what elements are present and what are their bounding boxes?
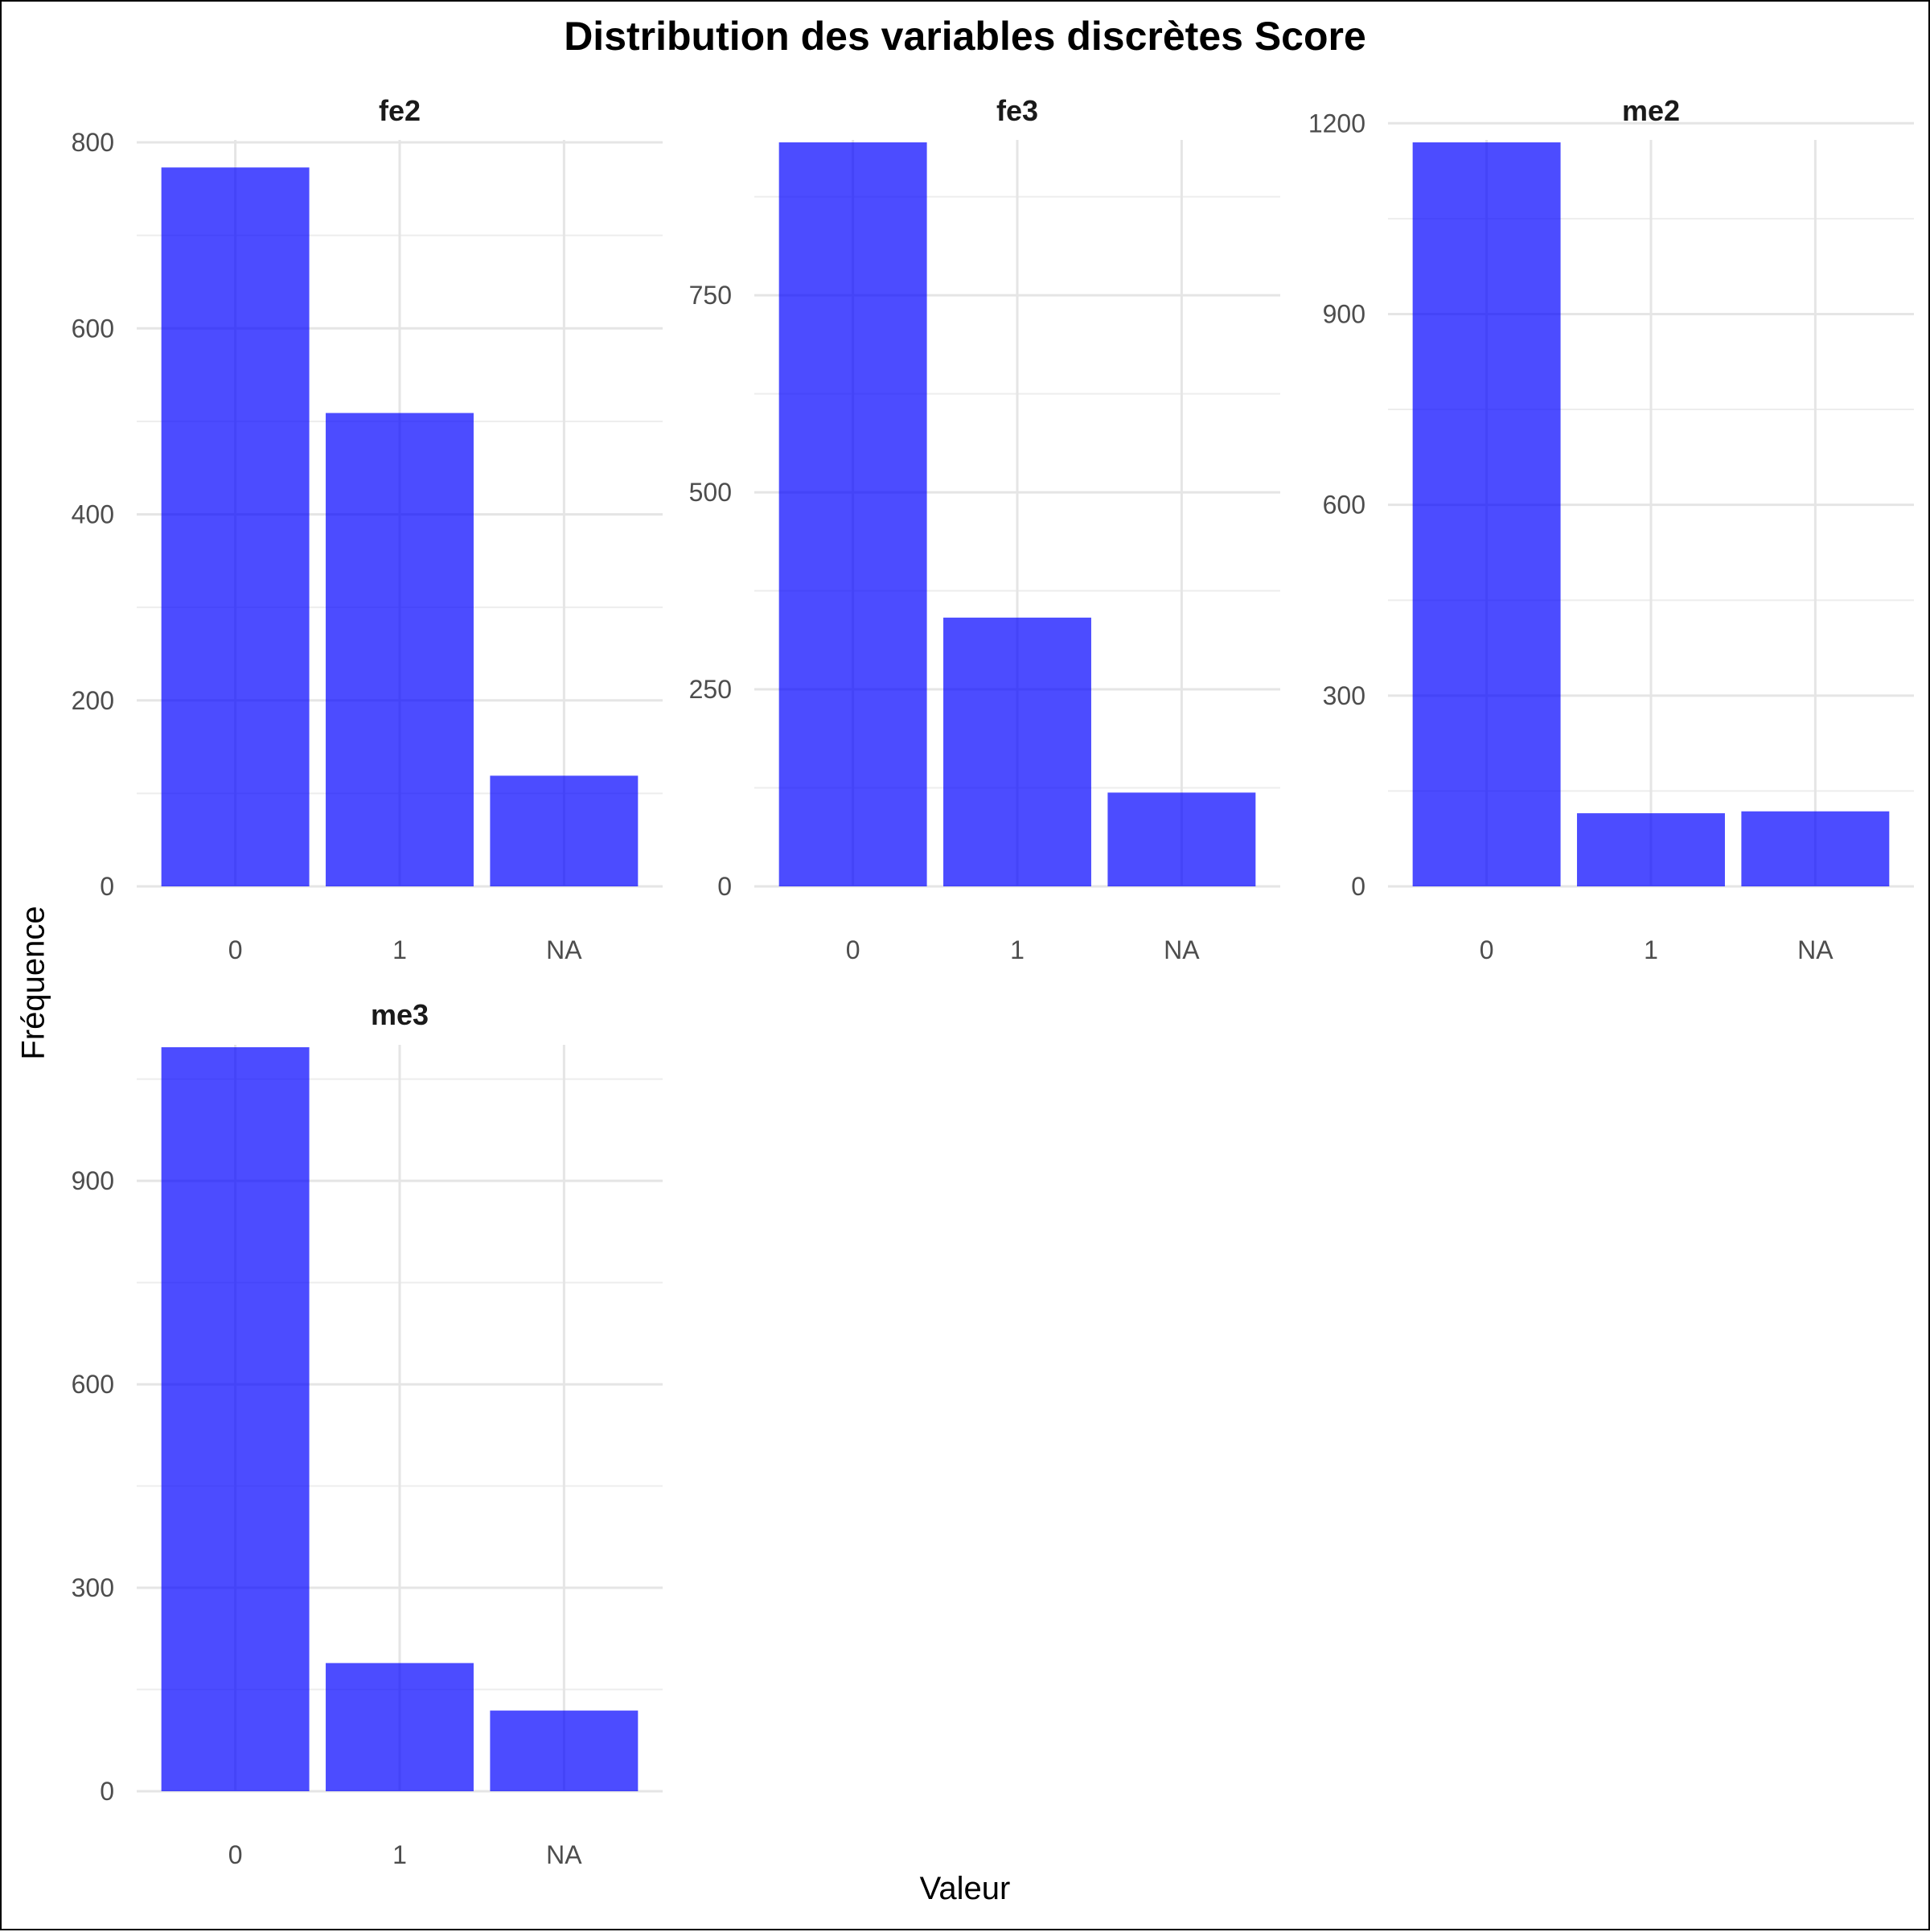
- facet-panel-fe3: 0 250 500 750 0 1 NA fe3: [689, 94, 1280, 964]
- y-tick-label: 300: [1323, 681, 1365, 710]
- x-tick-label: NA: [1797, 935, 1834, 964]
- x-tick-label: NA: [1164, 935, 1200, 964]
- y-tick-label: 600: [72, 1370, 114, 1399]
- facet-title: me2: [1622, 94, 1680, 127]
- facet-title: fe3: [996, 94, 1038, 127]
- x-tick-label: 1: [1644, 935, 1658, 964]
- y-tick-label: 400: [72, 500, 114, 529]
- bar-fe2-NA: [490, 775, 639, 886]
- x-tick-label: 1: [1010, 935, 1025, 964]
- bar-me3-1: [326, 1663, 474, 1791]
- bar-fe3-1: [943, 617, 1091, 886]
- x-tick-label: 0: [228, 1840, 243, 1869]
- y-tick-label: 300: [72, 1573, 114, 1602]
- y-tick-label: 200: [72, 686, 114, 715]
- bar-me3-0: [161, 1047, 310, 1791]
- y-tick-label: 0: [1351, 872, 1365, 901]
- bar-me2-0: [1412, 142, 1561, 886]
- facet-title: me3: [371, 998, 429, 1031]
- y-tick-label: 0: [100, 1777, 114, 1806]
- x-tick-label: NA: [546, 935, 582, 964]
- bar-fe3-NA: [1107, 792, 1256, 886]
- y-tick-label: 900: [1323, 299, 1365, 328]
- y-tick-label: 750: [689, 281, 732, 310]
- y-tick-label: 600: [1323, 491, 1365, 520]
- facet-panel-me3: 0 300 600 900 0 1 NA me3: [72, 998, 663, 1869]
- y-tick-label: 0: [717, 872, 732, 901]
- x-tick-label: 1: [392, 1840, 407, 1869]
- y-tick-label: 800: [72, 128, 114, 157]
- x-tick-label: 0: [1480, 935, 1494, 964]
- bar-fe2-0: [161, 167, 310, 886]
- x-tick-label: 0: [846, 935, 860, 964]
- y-axis-title: Fréquence: [15, 906, 51, 1060]
- facet-panel-me2: 0 300 600 900 1200 0 1 NA me2: [1308, 94, 1914, 964]
- y-tick-label: 0: [100, 872, 114, 901]
- facet-panel-fe2: 0 200 400 600 800 0 1 NA fe2: [72, 94, 663, 964]
- bar-fe2-1: [326, 413, 474, 886]
- x-tick-label: NA: [546, 1840, 582, 1869]
- y-tick-label: 900: [72, 1166, 114, 1195]
- bar-me2-1: [1577, 813, 1725, 886]
- x-axis-title: Valeur: [919, 1871, 1011, 1906]
- bar-me2-NA: [1741, 811, 1890, 886]
- x-tick-label: 0: [228, 935, 243, 964]
- bar-fe3-0: [778, 142, 927, 886]
- x-tick-label: 1: [392, 935, 407, 964]
- y-tick-label: 500: [689, 478, 732, 507]
- chart-title: Distribution des variables discrètes Sco…: [564, 14, 1366, 59]
- y-tick-label: 600: [72, 314, 114, 343]
- facet-title: fe2: [379, 94, 421, 127]
- y-tick-label: 250: [689, 675, 732, 704]
- y-tick-label: 1200: [1308, 109, 1365, 138]
- bar-me3-NA: [490, 1710, 639, 1791]
